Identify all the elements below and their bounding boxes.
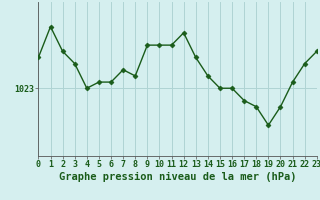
X-axis label: Graphe pression niveau de la mer (hPa): Graphe pression niveau de la mer (hPa) [59, 172, 296, 182]
